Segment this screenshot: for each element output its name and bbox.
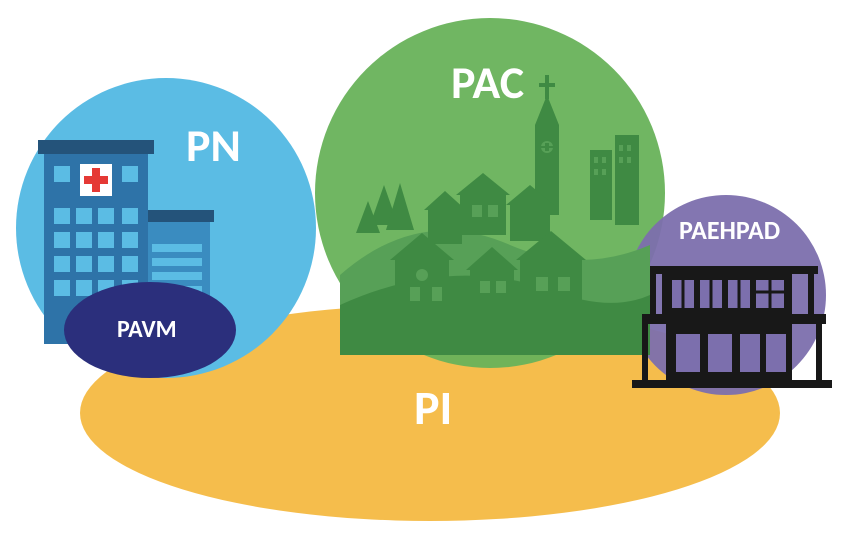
venn-diagram: { "diagram": { "type": "venn-overlap", "… <box>0 0 862 536</box>
pavm-label: PAVM <box>117 315 177 344</box>
modern-building-icon <box>632 252 832 397</box>
pi-label: PI <box>414 378 452 437</box>
paehpad-label: PAEHPAD <box>679 214 780 246</box>
pn-label: PN <box>186 118 241 174</box>
pac-label: PAC <box>451 55 524 111</box>
